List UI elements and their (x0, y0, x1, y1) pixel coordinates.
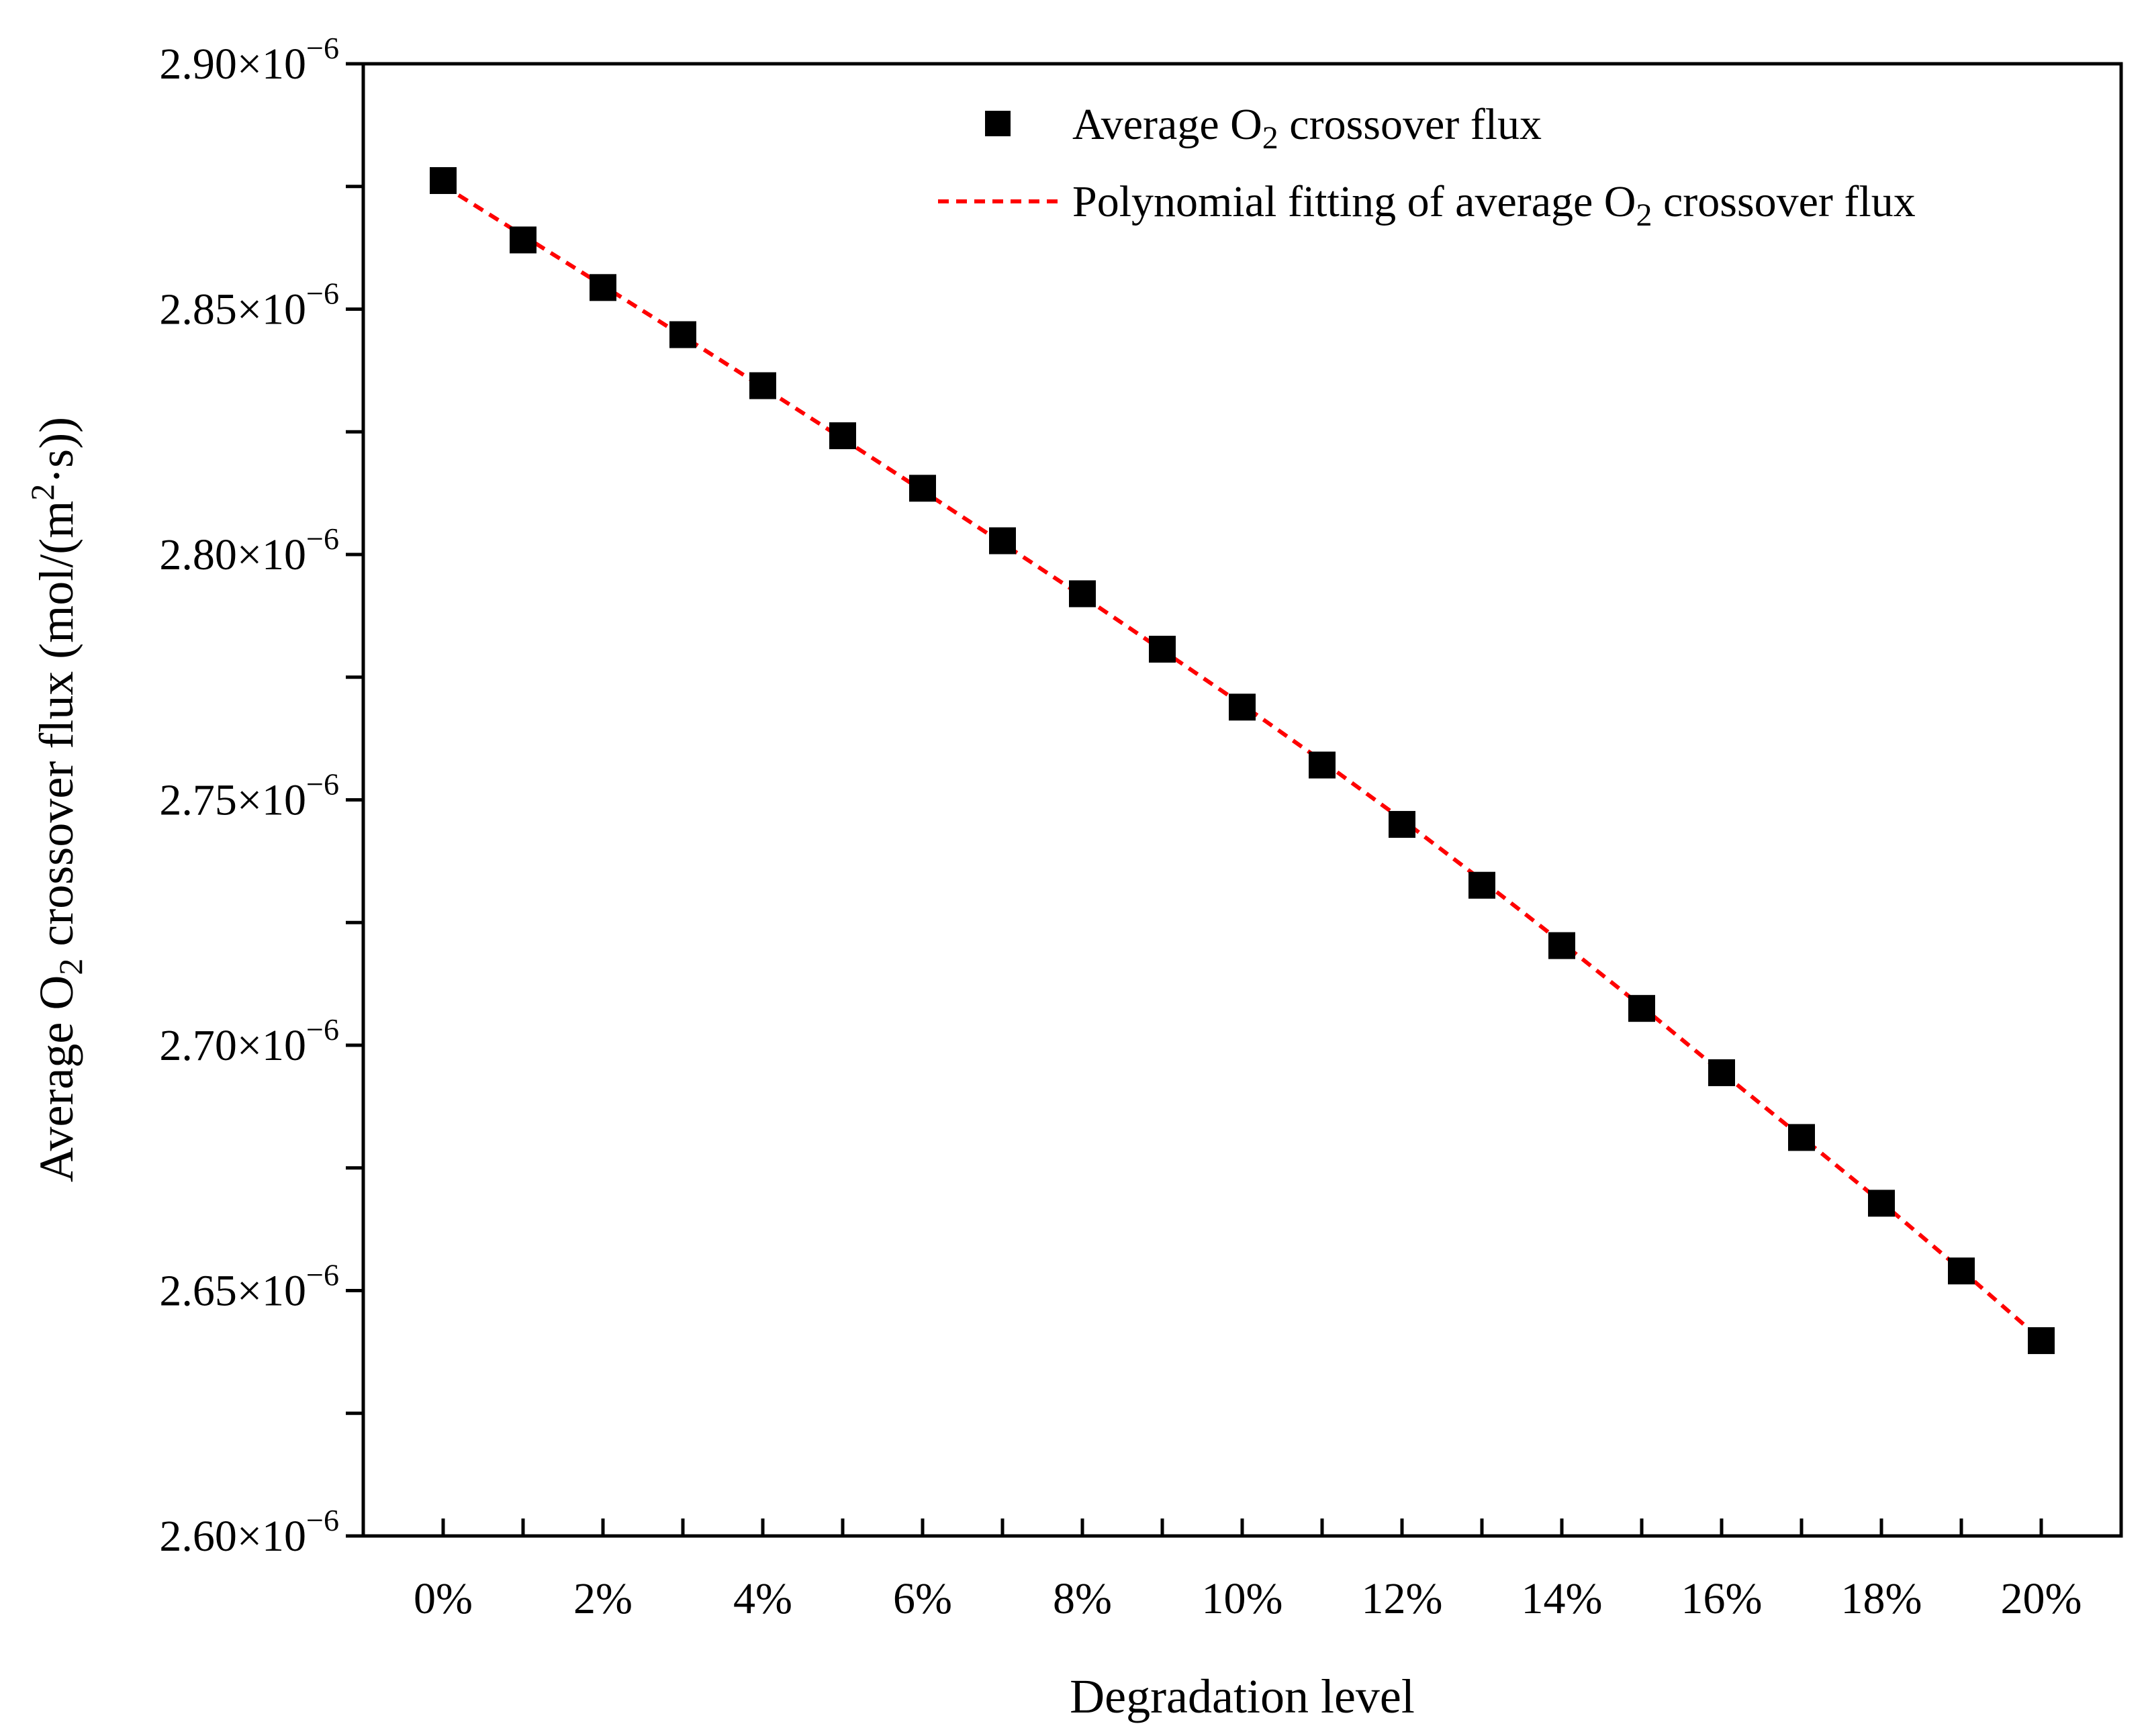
legend-label-part: Average O (1072, 100, 1262, 149)
legend-label-part: crossover flux (1278, 100, 1542, 149)
y-tick-mantissa: 2.80×10 (159, 530, 306, 579)
y-tick-exponent: −6 (306, 31, 339, 65)
y-tick-label: 2.80×10−6 (159, 522, 339, 579)
y-tick-mantissa: 2.90×10 (159, 40, 306, 89)
x-tick-label: 2% (573, 1574, 633, 1623)
y-tick-label: 2.60×10−6 (159, 1503, 339, 1561)
data-point (1708, 1059, 1735, 1086)
data-point (669, 321, 696, 348)
y-tick-mantissa: 2.75×10 (159, 776, 306, 825)
legend-marker-square (985, 111, 1011, 136)
y-tick-label: 2.90×10−6 (159, 31, 339, 89)
data-point (1468, 871, 1495, 899)
y-axis-title-part: crossover flux (mol/(m (30, 501, 83, 959)
y-tick-mantissa: 2.65×10 (159, 1267, 306, 1316)
x-axis-title: Degradation level (1070, 1670, 1415, 1723)
y-tick-label: 2.70×10−6 (159, 1012, 339, 1070)
legend-label-fit: Polynomial fitting of average O2 crossov… (1072, 177, 1916, 233)
x-tick-label: 0% (414, 1574, 473, 1623)
data-point (430, 166, 457, 194)
legend-label-part: crossover flux (1652, 177, 1915, 226)
y-tick-exponent: −6 (306, 1258, 339, 1292)
x-axis: 0% 2% 4% 6% 8% 10% 12% 14% 16% 18% 20% (414, 1518, 2082, 1623)
y-tick-exponent: −6 (306, 1012, 339, 1047)
y-tick-label: 2.65×10−6 (159, 1258, 339, 1316)
legend-label-part: Polynomial fitting of average O (1072, 177, 1636, 226)
legend-label-subscript: 2 (1636, 197, 1652, 233)
y-tick-label: 2.85×10−6 (159, 277, 339, 334)
y-tick-mantissa: 2.70×10 (159, 1021, 306, 1070)
data-point (1309, 751, 1336, 779)
y-axis-title: Average O2 crossover flux (mol/(m2·s)) (24, 417, 89, 1182)
plot-frame (361, 62, 2123, 1538)
y-tick-exponent: −6 (306, 522, 339, 556)
y-axis: 2.60×10−62.65×10−62.70×10−62.75×10−62.80… (159, 31, 363, 1561)
data-point (1868, 1190, 1895, 1217)
legend: Average O2 crossover flux Polynomial fit… (938, 100, 1916, 233)
data-point (909, 475, 936, 502)
data-point (1149, 636, 1176, 663)
legend-label-subscript: 2 (1262, 120, 1278, 156)
fit-line-layer (442, 183, 2043, 1341)
x-tick-label: 6% (893, 1574, 952, 1623)
data-point (1948, 1257, 1975, 1285)
x-tick-label: 10% (1202, 1574, 1283, 1623)
x-tick-label: 14% (1522, 1574, 1603, 1623)
data-point (989, 527, 1016, 554)
x-tick-label: 12% (1362, 1574, 1443, 1623)
y-tick-mantissa: 2.60×10 (159, 1512, 306, 1561)
data-point (2028, 1327, 2055, 1355)
x-tick-label: 4% (733, 1574, 792, 1623)
legend-label-points: Average O2 crossover flux (1072, 100, 1542, 156)
data-point (1548, 932, 1575, 959)
data-point (1788, 1124, 1815, 1151)
x-tick-label: 16% (1681, 1574, 1763, 1623)
y-tick-exponent: −6 (306, 767, 339, 802)
data-point (510, 226, 536, 254)
y-tick-exponent: −6 (306, 1503, 339, 1537)
x-tick-label: 20% (2001, 1574, 2082, 1623)
data-point (829, 422, 856, 450)
y-tick-mantissa: 2.85×10 (159, 285, 306, 334)
data-points-layer (430, 166, 2055, 1355)
y-axis-title-part: ·s)) (30, 417, 83, 484)
y-tick-label: 2.75×10−6 (159, 767, 339, 825)
y-axis-title-superscript: 2 (24, 484, 61, 501)
y-tick-exponent: −6 (306, 277, 339, 311)
y-axis-title-part: Average O (30, 975, 83, 1183)
data-point (590, 274, 616, 301)
y-axis-title-subscript: 2 (52, 959, 89, 975)
x-tick-label: 18% (1841, 1574, 1922, 1623)
fit-line (442, 183, 2043, 1341)
data-point (749, 372, 776, 399)
data-point (1389, 811, 1415, 838)
data-point (1628, 995, 1655, 1022)
x-tick-label: 8% (1053, 1574, 1112, 1623)
data-point (1069, 580, 1096, 608)
data-point (1229, 693, 1256, 721)
